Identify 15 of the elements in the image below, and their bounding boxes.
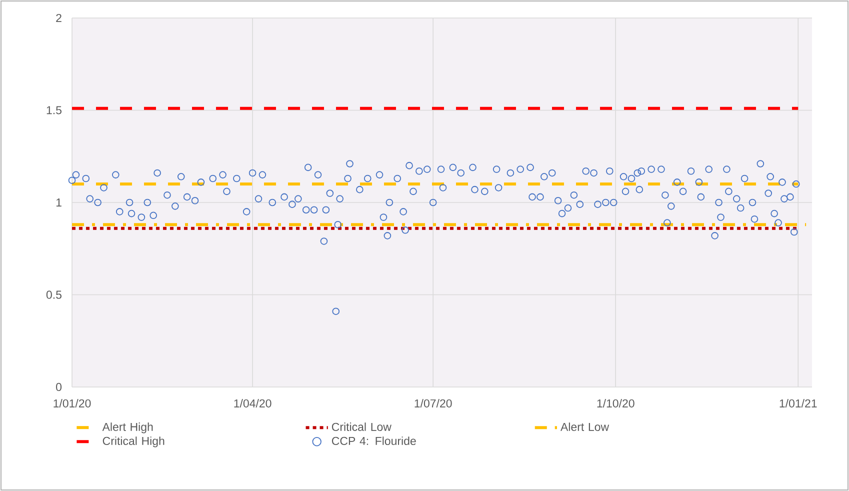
y-tick-label: 2 bbox=[56, 14, 62, 22]
x-tick-label: 1/07/20 bbox=[414, 399, 452, 408]
legend-label: CCP 4: Flouride bbox=[332, 436, 416, 446]
y-tick-label: 1.5 bbox=[46, 106, 62, 114]
x-tick-label: 1/04/20 bbox=[234, 399, 272, 408]
y-tick-label: 1 bbox=[56, 198, 62, 206]
legend-label: Alert Low bbox=[560, 422, 610, 431]
legend-label: Critical High bbox=[102, 436, 164, 448]
legend-label: Alert High bbox=[102, 422, 153, 434]
x-tick-label: 1/10/20 bbox=[597, 399, 634, 408]
y-tick-label: 0 bbox=[56, 382, 62, 392]
x-tick-label: 1/01/21 bbox=[780, 399, 817, 408]
x-tick-label: 1/01/20 bbox=[54, 399, 91, 408]
legend-label: Critical Low bbox=[332, 422, 392, 431]
y-tick-label: 0.5 bbox=[46, 290, 62, 299]
